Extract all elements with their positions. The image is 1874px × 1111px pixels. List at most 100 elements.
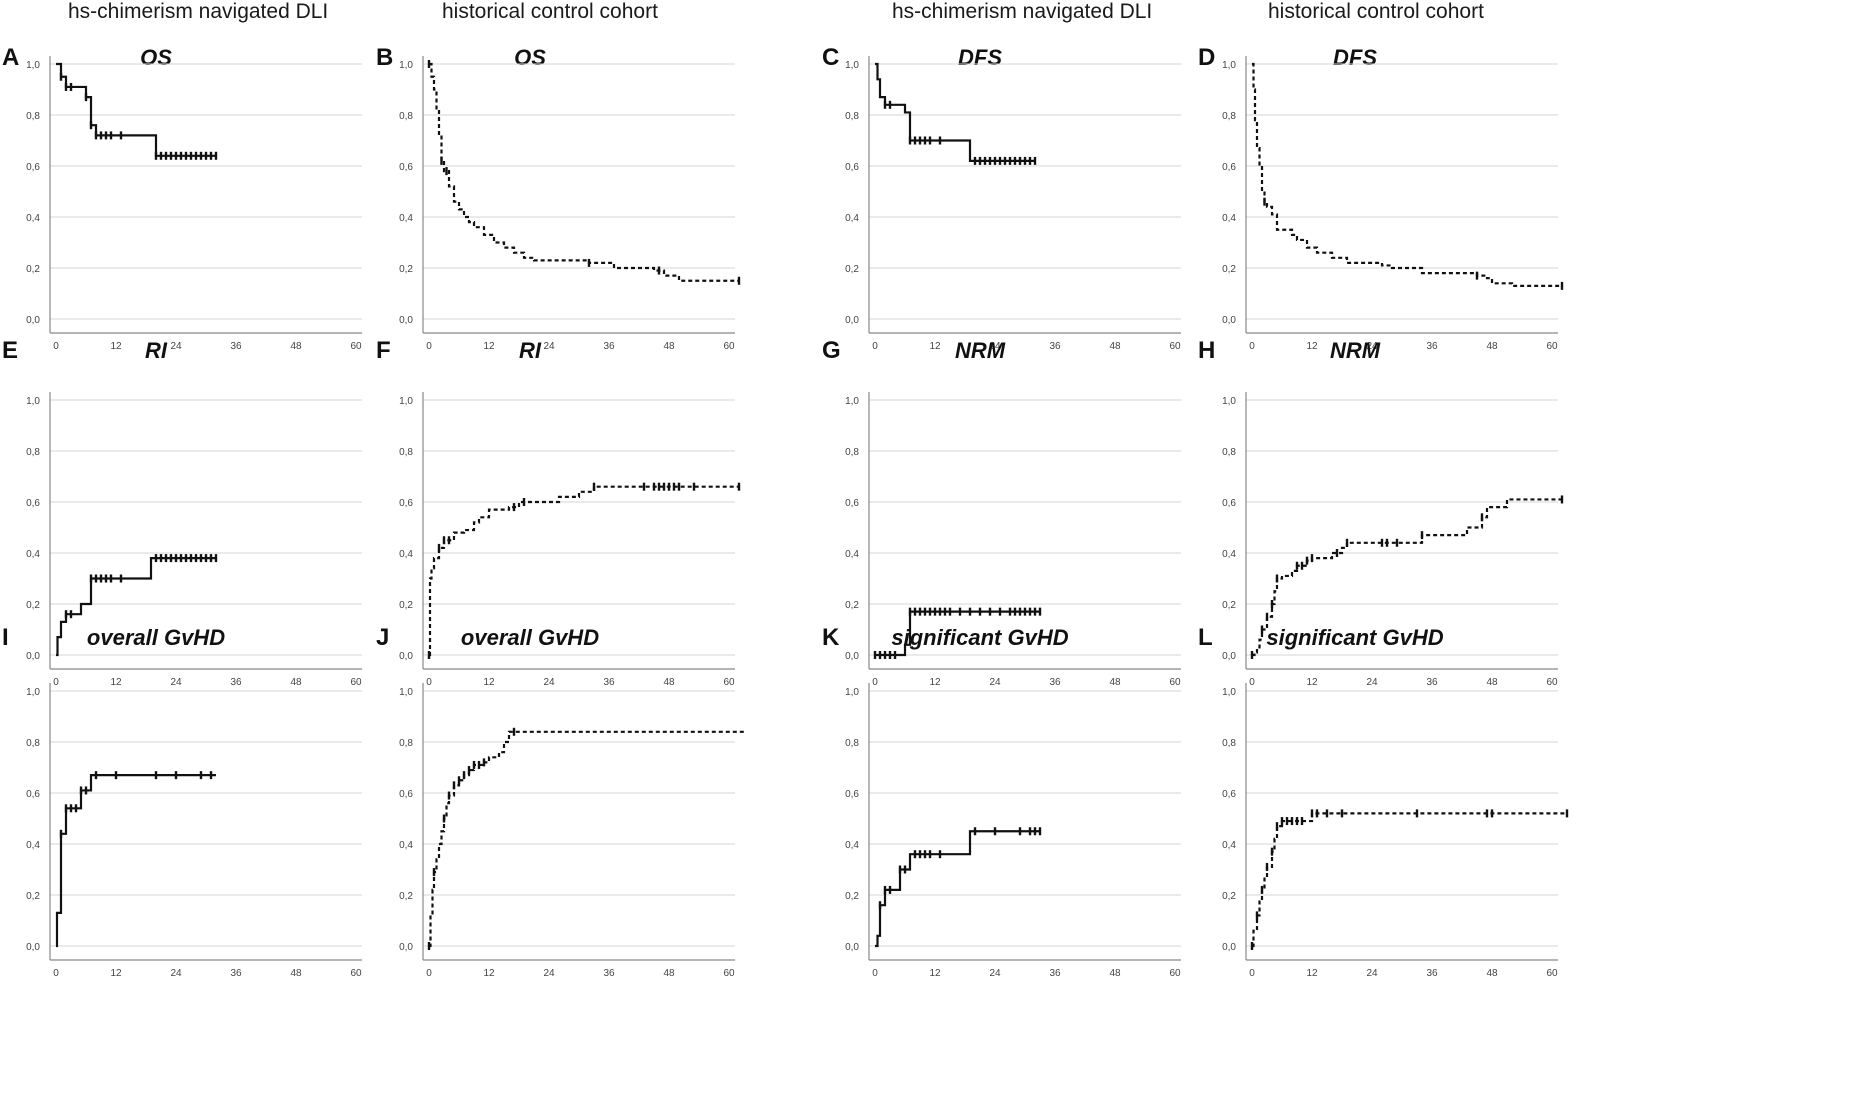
y-tick-label: 0,0	[399, 315, 413, 326]
x-tick-label: 12	[110, 968, 122, 979]
y-tick-label: 0,8	[399, 447, 413, 458]
y-tick-label: 0,0	[26, 651, 40, 662]
x-tick-label: 36	[603, 677, 615, 688]
y-tick-label: 0,6	[845, 498, 859, 509]
x-tick-label: 48	[290, 968, 302, 979]
x-tick-label: 36	[1049, 968, 1061, 979]
y-tick-label: 1,0	[399, 687, 413, 698]
panel-letter: I	[2, 624, 9, 651]
km-curve	[875, 62, 1035, 162]
x-tick-label: 36	[230, 968, 242, 979]
x-tick-label: 12	[929, 968, 941, 979]
y-tick-label: 0,4	[399, 549, 413, 560]
y-tick-label: 0,2	[399, 264, 413, 275]
y-tick-label: 0,6	[399, 498, 413, 509]
y-tick-label: 0,6	[1222, 498, 1236, 509]
y-tick-label: 1,0	[399, 396, 413, 407]
y-tick-label: 0,0	[845, 942, 859, 953]
panel-title: RI	[519, 338, 541, 363]
km-curve	[429, 730, 744, 948]
x-tick-label: 48	[1486, 677, 1498, 688]
y-tick-label: 0,6	[845, 789, 859, 800]
x-tick-label: 48	[1109, 677, 1121, 688]
x-tick-label: 36	[230, 677, 242, 688]
panel-title: NRM	[954, 338, 1006, 363]
y-tick-label: 0,2	[845, 264, 859, 275]
y-tick-label: 0,2	[1222, 891, 1236, 902]
x-tick-label: 24	[1366, 341, 1378, 352]
y-tick-label: 1,0	[26, 60, 40, 71]
y-tick-label: 0,8	[26, 738, 40, 749]
y-tick-label: 0,8	[1222, 111, 1236, 122]
x-tick-label: 48	[1109, 968, 1121, 979]
y-tick-label: 1,0	[26, 687, 40, 698]
y-tick-label: 0,6	[1222, 162, 1236, 173]
x-tick-label: 36	[1049, 677, 1061, 688]
x-tick-label: 0	[426, 341, 432, 352]
x-tick-label: 60	[723, 677, 735, 688]
y-tick-label: 0,8	[26, 447, 40, 458]
y-tick-label: 0,2	[845, 600, 859, 611]
x-tick-label: 12	[1306, 341, 1318, 352]
panel-letter: F	[376, 337, 391, 364]
panel-title: OS	[514, 45, 546, 70]
km-curve	[428, 485, 739, 657]
x-tick-label: 48	[663, 968, 675, 979]
x-tick-label: 36	[230, 341, 242, 352]
panel-title: significant GvHD	[1266, 625, 1444, 650]
x-tick-label: 60	[1169, 341, 1181, 352]
x-tick-label: 0	[426, 968, 432, 979]
x-tick-label: 36	[1426, 677, 1438, 688]
x-tick-label: 48	[290, 677, 302, 688]
panel-title: DFS	[1333, 45, 1377, 70]
y-tick-label: 0,0	[1222, 942, 1236, 953]
panel-title: DFS	[958, 45, 1002, 70]
x-tick-label: 12	[483, 968, 495, 979]
x-tick-label: 12	[929, 341, 941, 352]
y-tick-label: 0,0	[26, 315, 40, 326]
y-tick-label: 0,0	[399, 651, 413, 662]
x-tick-label: 12	[929, 677, 941, 688]
km-curve	[875, 830, 1040, 948]
y-tick-label: 1,0	[399, 60, 413, 71]
km-curve	[1252, 812, 1567, 948]
panel-title: significant GvHD	[891, 625, 1069, 650]
x-tick-label: 60	[1169, 968, 1181, 979]
y-tick-label: 0,2	[26, 600, 40, 611]
x-tick-label: 24	[170, 677, 182, 688]
y-tick-label: 0,8	[1222, 738, 1236, 749]
y-tick-label: 0,6	[845, 162, 859, 173]
x-tick-label: 60	[723, 968, 735, 979]
y-tick-label: 0,8	[399, 738, 413, 749]
y-tick-label: 0,4	[845, 213, 859, 224]
x-tick-label: 36	[603, 968, 615, 979]
y-tick-label: 0,4	[26, 213, 40, 224]
panel-letter: G	[822, 337, 841, 364]
y-tick-label: 0,2	[399, 600, 413, 611]
x-tick-label: 48	[290, 341, 302, 352]
y-tick-label: 0,0	[845, 315, 859, 326]
y-tick-label: 0,4	[26, 840, 40, 851]
panel-letter: C	[822, 44, 840, 71]
x-tick-label: 24	[989, 968, 1001, 979]
x-tick-label: 48	[1486, 968, 1498, 979]
y-tick-label: 1,0	[26, 396, 40, 407]
y-tick-label: 0,6	[26, 789, 40, 800]
x-tick-label: 24	[989, 677, 1001, 688]
panel-letter: E	[2, 337, 19, 364]
y-tick-label: 0,4	[399, 213, 413, 224]
y-tick-label: 0,4	[1222, 213, 1236, 224]
x-tick-label: 24	[170, 968, 182, 979]
y-tick-label: 0,4	[845, 840, 859, 851]
x-tick-label: 12	[483, 677, 495, 688]
x-tick-label: 24	[170, 341, 182, 352]
km-curve	[55, 774, 216, 948]
